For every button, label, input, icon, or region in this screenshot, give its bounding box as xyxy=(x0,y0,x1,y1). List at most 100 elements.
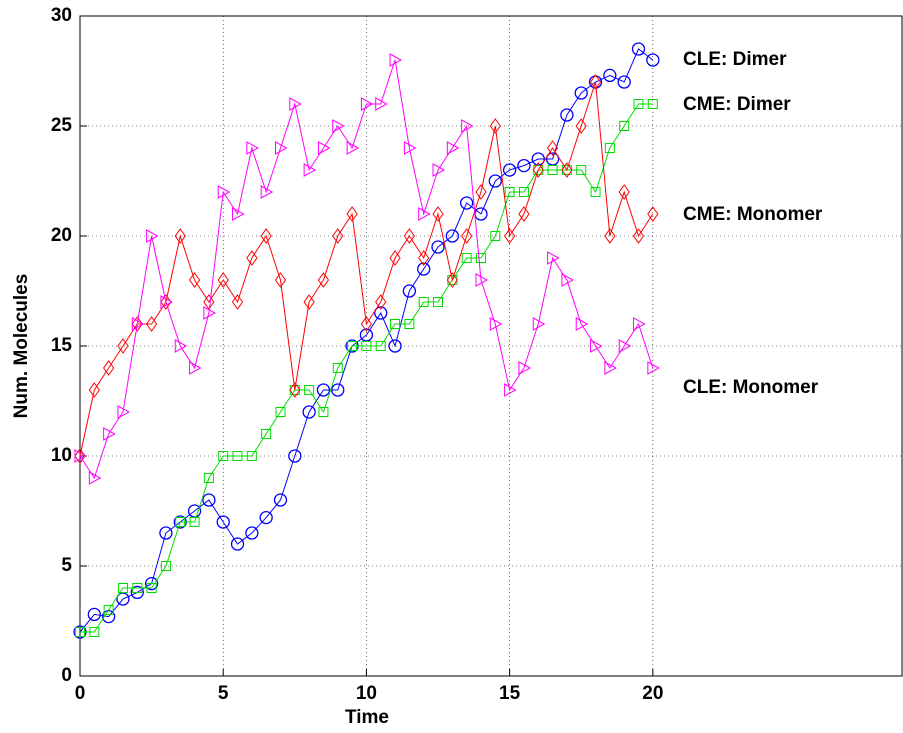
point xyxy=(145,316,158,332)
series-line xyxy=(79,59,654,480)
point xyxy=(432,163,446,177)
point xyxy=(475,253,486,263)
y-axis-label: Num. Molecules xyxy=(11,274,32,419)
point xyxy=(175,517,186,527)
point xyxy=(332,228,344,244)
y-tick-label: 15 xyxy=(51,335,73,356)
point xyxy=(131,317,145,331)
point xyxy=(103,427,116,441)
point xyxy=(603,68,617,83)
series-label: CME: Monomer xyxy=(683,204,823,225)
point xyxy=(390,319,401,329)
point xyxy=(260,185,274,199)
point xyxy=(117,583,128,593)
point xyxy=(346,206,358,222)
point xyxy=(446,272,458,288)
x-tick-label: 0 xyxy=(75,683,86,704)
point xyxy=(332,363,343,373)
point xyxy=(489,118,501,134)
point xyxy=(159,526,173,540)
point xyxy=(404,319,415,329)
point xyxy=(146,583,157,593)
point xyxy=(446,141,460,155)
point xyxy=(246,141,259,155)
point xyxy=(590,187,601,197)
point xyxy=(302,405,316,419)
point xyxy=(460,196,474,210)
point xyxy=(347,341,358,351)
point xyxy=(561,273,574,287)
point xyxy=(575,317,589,331)
point xyxy=(261,429,272,439)
point xyxy=(74,449,88,463)
point xyxy=(619,121,630,131)
series-line xyxy=(79,81,654,457)
point xyxy=(403,228,415,244)
point xyxy=(576,165,587,175)
point xyxy=(633,99,644,109)
point xyxy=(89,627,100,637)
point xyxy=(260,228,272,244)
point xyxy=(375,97,388,111)
point xyxy=(232,451,243,461)
point xyxy=(632,228,645,244)
point xyxy=(74,448,86,464)
point xyxy=(303,163,317,177)
point xyxy=(631,42,646,56)
point xyxy=(146,229,159,243)
point xyxy=(475,184,487,200)
point xyxy=(604,228,616,244)
point xyxy=(547,251,560,265)
point xyxy=(88,382,100,398)
x-tick-label: 10 xyxy=(356,683,377,704)
point xyxy=(360,316,373,332)
point xyxy=(618,339,632,353)
point xyxy=(617,75,631,89)
point xyxy=(618,184,630,200)
point xyxy=(174,228,186,244)
point xyxy=(75,627,85,637)
point xyxy=(575,118,587,134)
series-label: CME: Dimer xyxy=(683,94,791,115)
point xyxy=(589,74,602,90)
point xyxy=(274,141,288,155)
point xyxy=(103,605,114,615)
point xyxy=(361,341,372,351)
point xyxy=(117,405,131,419)
point xyxy=(203,473,214,483)
point xyxy=(547,165,558,175)
point xyxy=(647,206,659,222)
plot-frame xyxy=(79,15,903,677)
point xyxy=(461,253,472,263)
y-tick-label: 30 xyxy=(51,5,72,26)
point xyxy=(231,294,244,310)
point xyxy=(504,228,516,244)
point xyxy=(88,471,102,485)
x-tick-label: 15 xyxy=(499,683,521,704)
point xyxy=(87,607,101,622)
point xyxy=(646,53,660,67)
point xyxy=(374,306,388,320)
point xyxy=(216,515,230,529)
y-tick-label: 5 xyxy=(61,555,72,576)
point xyxy=(403,141,417,155)
x-tick-label: 5 xyxy=(218,683,229,704)
point xyxy=(131,316,143,332)
point xyxy=(289,382,301,398)
point xyxy=(433,297,444,307)
point xyxy=(475,273,489,287)
point xyxy=(103,360,115,376)
point xyxy=(317,272,330,288)
point xyxy=(189,517,200,527)
point xyxy=(246,250,258,266)
point xyxy=(389,53,403,67)
point xyxy=(445,229,459,243)
point xyxy=(560,108,574,122)
y-tick-label: 25 xyxy=(51,115,73,136)
point xyxy=(304,385,315,395)
point xyxy=(488,174,502,188)
series-label: CLE: Monomer xyxy=(683,377,819,398)
point xyxy=(273,493,288,507)
point xyxy=(346,141,360,155)
